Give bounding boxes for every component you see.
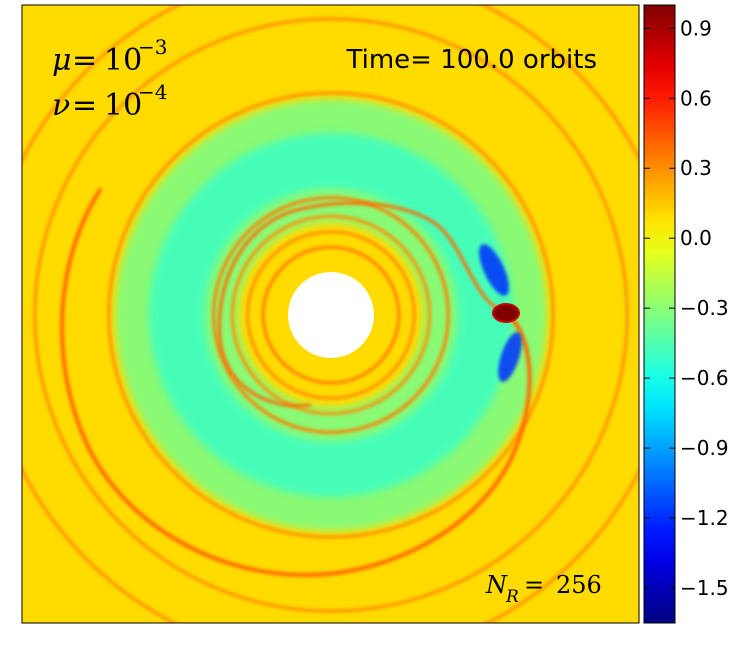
planet-overdensity [492,303,520,323]
annotation-mu: μ = 10 −3 [52,35,167,78]
density-ring [246,230,416,400]
colorbar-tick-label: 0.9 [680,16,712,40]
colorbar-tick-label: −0.6 [680,366,729,390]
nr-symbol: N [485,571,508,599]
nu-symbol: ν [52,88,70,123]
colorbar-frame [643,4,676,624]
colorbar-tick-label: 0.3 [680,156,712,180]
mu-equals: = [72,43,97,78]
heatmap-field [22,5,639,623]
mu-base: 10 [104,43,142,78]
plot-frame [21,4,640,624]
plot-area [22,5,639,623]
density-ring [261,245,401,385]
colorbar-ticks: 0.9 0.6 0.3 0.0 −0.3 −0.6 −0.9 −1.2 −1.5 [644,16,729,600]
inner-boundary-hole [288,272,374,358]
colorbar-tick-label: 0.6 [680,86,712,110]
nu-equals: = [72,88,97,123]
negative-lobe-lower [498,332,522,382]
annotation-nu: ν = 10 −4 [52,80,167,123]
nu-exponent: −4 [138,80,167,104]
inner-spiral-wake [217,201,508,408]
density-ring [33,17,629,613]
colorbar-tick-label: −0.9 [680,436,729,460]
mu-symbol: μ [52,43,72,78]
annotation-nr: N R = 256 [485,571,602,607]
colorbar: 0.9 0.6 0.3 0.0 −0.3 −0.6 −0.9 −1.2 −1.5 [643,4,729,624]
time-annotation: Time= 100.0 orbits [346,45,597,75]
nr-value: 256 [556,571,602,599]
colorbar-tick-label: −0.3 [680,296,729,320]
colorbar-tick-label: −1.5 [680,576,729,600]
negative-lobe-upper [479,244,509,296]
nu-base: 10 [104,88,142,123]
density-ring [230,214,432,416]
colorbar-tick-label: −1.2 [680,506,729,530]
density-ring [212,196,450,434]
nr-equals: = [524,571,544,599]
nr-subscript: R [505,587,519,607]
colorbar-tick-label: 0.0 [680,226,712,250]
density-ring [107,91,555,539]
colorbar-gradient [644,5,675,623]
gap-core [148,132,514,498]
outer-spiral-wake [60,188,532,578]
mu-exponent: −3 [138,35,167,59]
